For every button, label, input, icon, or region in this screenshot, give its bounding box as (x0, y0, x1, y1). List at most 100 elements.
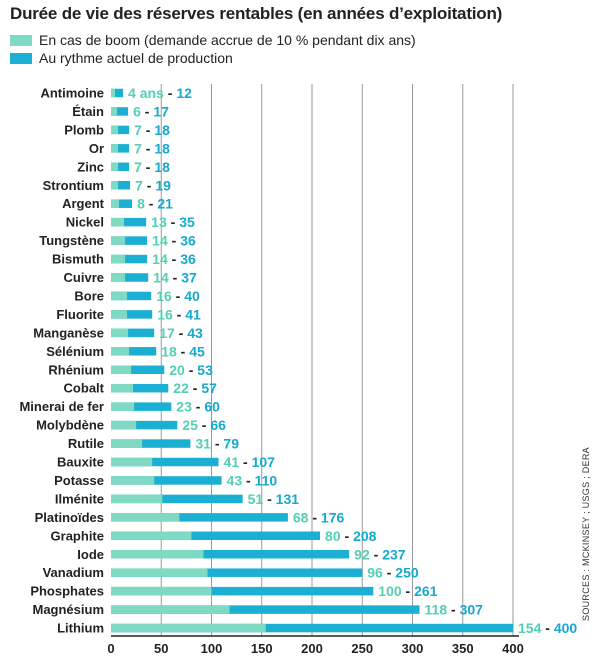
legend-swatch-current (10, 52, 32, 64)
value-label: 6 - 17 (133, 103, 169, 119)
value-label: 18 - 45 (161, 343, 205, 359)
category-label: Vanadium (43, 565, 104, 580)
bar-boom (111, 217, 125, 227)
value-label: 80 - 208 (325, 528, 377, 544)
bar-current (111, 236, 148, 245)
bar-current (111, 605, 420, 614)
bar-current (111, 457, 219, 467)
legend-swatch-boom (10, 34, 32, 46)
category-label: Cuivre (64, 270, 104, 285)
bar-boom (111, 181, 119, 190)
bar-current (111, 107, 129, 116)
bar-current (111, 144, 130, 153)
bar-current (111, 586, 374, 596)
x-tick-label: 100 (201, 641, 223, 656)
category-label: Lithium (57, 621, 104, 636)
category-label: Potasse (54, 473, 104, 488)
x-tick-label: 150 (251, 641, 273, 656)
bar-boom (111, 199, 120, 208)
bar-current (111, 181, 131, 190)
category-label: Platinoïdes (35, 510, 104, 525)
value-label: 4 ans - 12 (128, 85, 192, 101)
bar-boom (111, 347, 130, 356)
value-label: 7 - 19 (135, 177, 171, 193)
category-label: Étain (72, 104, 104, 119)
bar-boom (111, 568, 208, 577)
category-label: Molybdène (36, 418, 104, 433)
bar-boom (111, 623, 266, 633)
value-label: 16 - 41 (157, 306, 201, 322)
bar-current (111, 328, 155, 338)
bar-boom (111, 383, 134, 393)
value-label: 14 - 36 (152, 233, 196, 249)
bar-current (111, 291, 152, 301)
legend-item-boom: En cas de boom (demande accrue de 10 % p… (10, 31, 416, 49)
x-tick-label: 50 (154, 641, 168, 656)
category-label: Rhénium (48, 362, 104, 377)
value-label: 20 - 53 (169, 362, 213, 378)
category-label: Plomb (64, 122, 104, 137)
bar-current (111, 494, 243, 504)
value-label: 7 - 18 (134, 159, 170, 175)
bar-current (111, 273, 149, 282)
category-label: Bismuth (52, 252, 104, 267)
bar-current (111, 199, 133, 208)
bar-boom (111, 550, 204, 559)
bar-boom (111, 310, 128, 319)
bar-boom (111, 365, 132, 374)
bar-current (111, 623, 513, 633)
category-label: Antimoine (40, 86, 104, 101)
value-label: 41 - 107 (224, 454, 276, 470)
value-label: 22 - 57 (173, 380, 217, 396)
bar-current (111, 476, 222, 485)
bar-boom (111, 420, 137, 430)
bar-boom (111, 291, 128, 301)
category-label: Phosphates (30, 584, 104, 599)
category-label: Or (89, 141, 104, 156)
value-label: 154 - 400 (518, 620, 577, 636)
x-tick-label: 0 (107, 641, 114, 656)
bar-current (111, 550, 350, 559)
legend-item-current: Au rythme actuel de production (10, 49, 416, 67)
category-label: Ilménite (55, 491, 104, 506)
bar-boom (111, 513, 180, 522)
value-label: 92 - 237 (354, 546, 406, 562)
bar-boom (111, 531, 192, 541)
bar-current (111, 88, 124, 98)
value-label: 7 - 18 (134, 122, 170, 138)
bar-current (111, 513, 288, 522)
bar-boom (111, 457, 153, 467)
value-label: 13 - 35 (151, 214, 195, 230)
category-label: Magnésium (32, 602, 104, 617)
x-tick-label: 400 (502, 641, 524, 656)
bar-boom (111, 273, 126, 282)
chart-title: Durée de vie des réserves rentables (en … (10, 4, 503, 23)
bar-current (111, 162, 130, 172)
value-label: 51 - 131 (248, 491, 300, 507)
value-label: 23 - 60 (176, 399, 220, 415)
bar-boom (111, 162, 119, 172)
value-label: 7 - 18 (134, 140, 170, 156)
value-label: 8 - 21 (137, 196, 173, 212)
bar-boom (111, 402, 135, 411)
bar-current (111, 439, 191, 448)
category-label: Strontium (43, 178, 104, 193)
bar-boom (111, 586, 212, 596)
x-tick-label: 200 (301, 641, 323, 656)
bar-boom (111, 144, 119, 153)
bar-current (111, 531, 321, 541)
bar-current (111, 217, 147, 227)
sources-note: SOURCES : MCKINSEY ; USGS ; DERA (581, 447, 591, 621)
x-tick-label: 250 (351, 641, 373, 656)
category-label: Manganèse (33, 325, 104, 340)
bar-current (111, 402, 172, 411)
legend: En cas de boom (demande accrue de 10 % p… (10, 31, 416, 67)
category-label: Minerai de fer (19, 399, 104, 414)
bar-boom (111, 125, 119, 135)
value-label: 100 - 261 (378, 583, 437, 599)
bar-current (111, 254, 148, 264)
legend-label-current: Au rythme actuel de production (39, 50, 233, 66)
category-label: Cobalt (64, 381, 105, 396)
bar-boom (111, 328, 129, 338)
